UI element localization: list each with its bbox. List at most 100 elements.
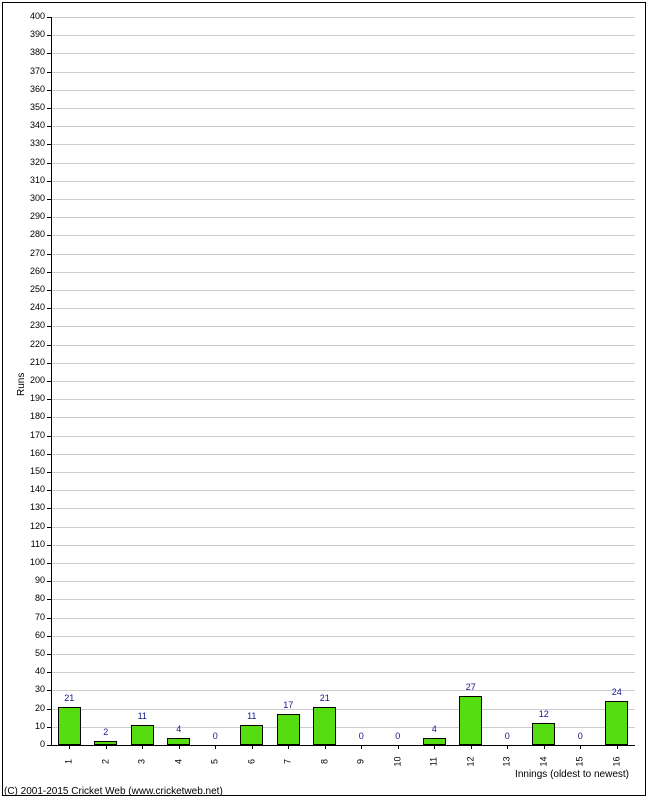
grid-line	[51, 17, 635, 18]
x-tick-mark	[69, 745, 70, 749]
y-tick-label: 340	[21, 121, 45, 130]
y-tick-label: 230	[21, 321, 45, 330]
y-tick-label: 100	[21, 558, 45, 567]
y-tick-label: 150	[21, 467, 45, 476]
bar-value-label: 2	[91, 728, 121, 737]
bar-value-label: 17	[273, 701, 303, 710]
y-tick-label: 20	[21, 704, 45, 713]
grid-line	[51, 381, 635, 382]
y-tick-label: 80	[21, 594, 45, 603]
grid-line	[51, 345, 635, 346]
x-tick-mark	[544, 745, 545, 749]
grid-line	[51, 436, 635, 437]
y-tick-label: 330	[21, 139, 45, 148]
plot-area: 0102030405060708090100110120130140150160…	[51, 17, 635, 745]
grid-line	[51, 472, 635, 473]
y-tick-label: 10	[21, 722, 45, 731]
grid-line	[51, 53, 635, 54]
x-tick-mark	[434, 745, 435, 749]
x-tick-label: 5	[211, 752, 220, 772]
bar-value-label: 4	[164, 725, 194, 734]
y-tick-label: 90	[21, 576, 45, 585]
x-tick-mark	[179, 745, 180, 749]
y-tick-label: 40	[21, 667, 45, 676]
y-tick-label: 30	[21, 685, 45, 694]
bar-value-label: 24	[602, 688, 632, 697]
bar-value-label: 0	[346, 732, 376, 741]
y-tick-label: 400	[21, 12, 45, 21]
bar-value-label: 11	[237, 712, 267, 721]
y-tick-label: 120	[21, 522, 45, 531]
bar-value-label: 21	[54, 694, 84, 703]
bar-value-label: 27	[456, 683, 486, 692]
grid-line	[51, 417, 635, 418]
grid-line	[51, 654, 635, 655]
grid-line	[51, 35, 635, 36]
grid-line	[51, 235, 635, 236]
bar	[240, 725, 263, 745]
bar	[167, 738, 190, 745]
bar	[58, 707, 81, 745]
grid-line	[51, 308, 635, 309]
x-tick-mark	[580, 745, 581, 749]
bar-value-label: 0	[492, 732, 522, 741]
y-tick-label: 260	[21, 267, 45, 276]
y-tick-label: 310	[21, 176, 45, 185]
x-tick-mark	[471, 745, 472, 749]
grid-line	[51, 72, 635, 73]
grid-line	[51, 399, 635, 400]
grid-line	[51, 108, 635, 109]
grid-line	[51, 144, 635, 145]
x-tick-label: 12	[466, 752, 475, 772]
y-tick-label: 320	[21, 158, 45, 167]
bar-value-label: 0	[200, 732, 230, 741]
y-tick-label: 0	[21, 740, 45, 749]
grid-line	[51, 326, 635, 327]
y-tick-label: 300	[21, 194, 45, 203]
y-tick-label: 60	[21, 631, 45, 640]
x-tick-label: 8	[320, 752, 329, 772]
x-tick-mark	[361, 745, 362, 749]
x-tick-mark	[617, 745, 618, 749]
grid-line	[51, 363, 635, 364]
grid-line	[51, 217, 635, 218]
grid-line	[51, 163, 635, 164]
x-tick-label: 10	[393, 752, 402, 772]
x-tick-mark	[106, 745, 107, 749]
bar	[532, 723, 555, 745]
bar-value-label: 12	[529, 710, 559, 719]
x-tick-mark	[142, 745, 143, 749]
bar-value-label: 21	[310, 694, 340, 703]
y-tick-label: 130	[21, 503, 45, 512]
y-tick-label: 290	[21, 212, 45, 221]
y-tick-label: 110	[21, 540, 45, 549]
grid-line	[51, 636, 635, 637]
bar	[131, 725, 154, 745]
grid-line	[51, 290, 635, 291]
bar-value-label: 11	[127, 712, 157, 721]
bar	[423, 738, 446, 745]
x-tick-label: 9	[357, 752, 366, 772]
x-tick-mark	[325, 745, 326, 749]
grid-line	[51, 254, 635, 255]
grid-line	[51, 272, 635, 273]
x-tick-mark	[215, 745, 216, 749]
grid-line	[51, 508, 635, 509]
grid-line	[51, 181, 635, 182]
x-tick-mark	[252, 745, 253, 749]
grid-line	[51, 563, 635, 564]
y-tick-label: 210	[21, 358, 45, 367]
x-tick-label: 6	[247, 752, 256, 772]
bar-value-label: 4	[419, 725, 449, 734]
chart-frame: 0102030405060708090100110120130140150160…	[2, 2, 646, 796]
grid-line	[51, 581, 635, 582]
grid-line	[51, 599, 635, 600]
x-tick-label: 3	[138, 752, 147, 772]
y-tick-label: 240	[21, 303, 45, 312]
grid-line	[51, 527, 635, 528]
y-tick-label: 160	[21, 449, 45, 458]
x-tick-mark	[398, 745, 399, 749]
grid-line	[51, 690, 635, 691]
grid-line	[51, 618, 635, 619]
bar-value-label: 0	[383, 732, 413, 741]
